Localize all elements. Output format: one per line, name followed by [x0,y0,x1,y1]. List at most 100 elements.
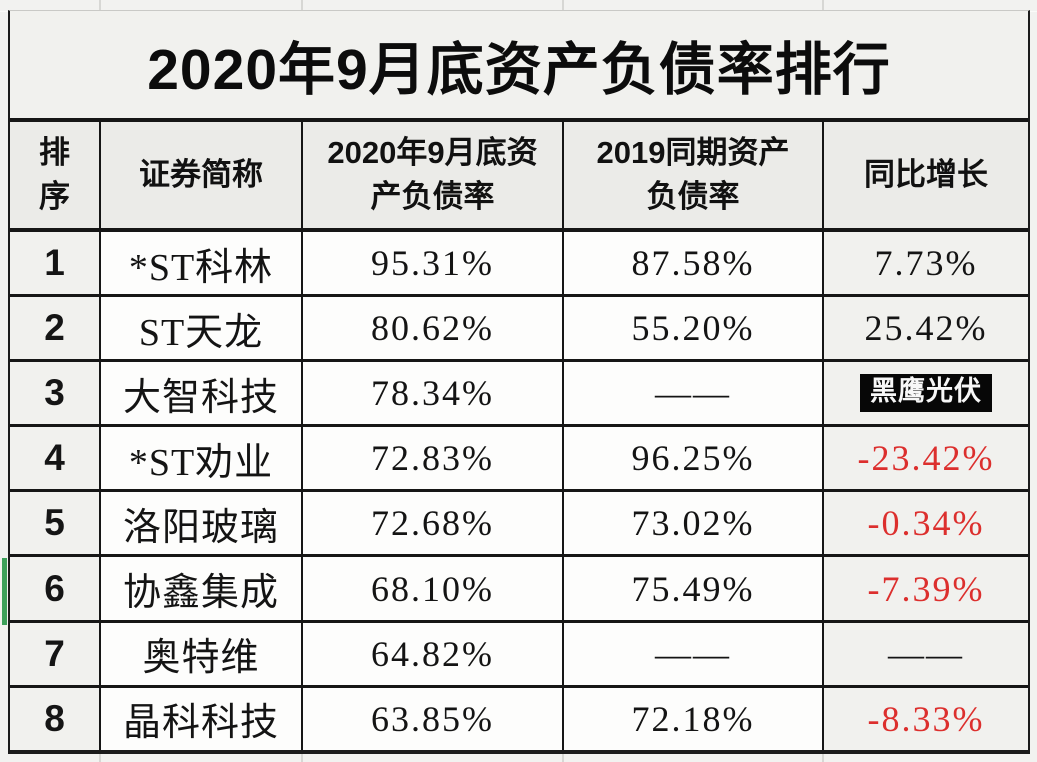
yoy-cell: -8.33% [822,687,1028,750]
name-cell: 晶科科技 [99,687,301,750]
yoy-cell: -0.34% [822,492,1028,555]
sheet-gridline [562,753,564,762]
ratio-2019-cell: 87.58% [562,232,822,295]
table-row: 8 晶科科技 63.85% 72.18% -8.33% [10,687,1028,750]
yoy-cell: -7.39% [822,557,1028,620]
ratio-2019-value: 72.18% [631,698,755,739]
table-header-row: 排序 证券简称 2020年9月底资产负债率 2019同期资产负债率 同比增长 [10,122,1028,232]
name-cell: ST天龙 [99,297,301,360]
ratio-2019-value: —— [655,373,731,414]
yoy-value: -7.39% [867,568,985,609]
security-name: 洛阳玻璃 [122,506,279,549]
rank-cell: 1 [10,232,99,295]
sheet-gridline [301,753,303,762]
rank-cell: 6 [10,557,99,620]
yoy-cell: 7.73% [822,232,1028,295]
sheet-gridline [301,0,303,11]
table-row: 2 ST天龙 80.62% 55.20% 25.42% [10,297,1028,363]
sheet-gridline [99,0,101,11]
ratio-2019-value: 55.20% [631,308,755,349]
ratio-2020-value: 72.68% [371,503,494,544]
sheet-gridline [822,753,824,762]
ratio-2020-cell: 80.62% [301,297,562,360]
ratio-2019-cell: —— [562,622,822,685]
ratio-2019-cell: 73.02% [562,492,822,555]
rank-value: 3 [44,372,65,414]
rank-value: 1 [44,242,65,284]
yoy-value: -8.33% [867,698,985,739]
ratio-2019-value: 75.49% [631,568,755,609]
yoy-value: -0.34% [867,503,985,544]
table-row: 1 *ST科林 95.31% 87.58% 7.73% [10,232,1028,298]
ratio-2020-value: 95.31% [371,243,494,284]
rank-cell: 5 [10,492,99,555]
ratio-2019-value: 87.58% [631,243,755,284]
header-ratio-2020: 2020年9月底资产负债率 [301,122,562,228]
yoy-cell: 黑鹰光伏 [822,362,1028,425]
yoy-cell: -23.42% [822,427,1028,490]
ratio-2019-value: 73.02% [631,503,755,544]
header-yoy: 同比增长 [822,122,1028,228]
header-name: 证券简称 [99,122,301,228]
name-cell: 奥特维 [99,622,301,685]
ratio-2020-cell: 72.68% [301,492,562,555]
ranking-table: 2020年9月底资产负债率排行 排序 证券简称 2020年9月底资产负债率 20… [8,10,1030,754]
ratio-2020-value: 68.10% [371,568,494,609]
ratio-2020-cell: 95.31% [301,232,562,295]
sheet-gridline [562,0,564,11]
yoy-value: -23.42% [857,438,995,479]
ratio-2019-value: 96.25% [631,438,755,479]
security-name: 晶科科技 [122,702,279,745]
yoy-value: 25.42% [864,308,988,349]
table-row: 3 大智科技 78.34% —— 黑鹰光伏 [10,362,1028,428]
table-row: 6 协鑫集成 68.10% 75.49% -7.39% [10,557,1028,623]
name-cell: *ST劝业 [99,427,301,490]
yoy-cell: —— [822,622,1028,685]
rank-cell: 7 [10,622,99,685]
security-name: 协鑫集成 [122,572,279,615]
security-name: 大智科技 [122,376,279,419]
ratio-2019-cell: 75.49% [562,557,822,620]
name-cell: 协鑫集成 [99,557,301,620]
ratio-2020-value: 78.34% [371,373,494,414]
name-cell: 洛阳玻璃 [99,492,301,555]
security-name: 奥特维 [142,637,260,680]
table-row: 4 *ST劝业 72.83% 96.25% -23.42% [10,427,1028,493]
yoy-value: 7.73% [874,243,978,284]
security-name: *ST科林 [128,246,274,289]
ratio-2020-cell: 64.82% [301,622,562,685]
yoy-value: —— [888,633,964,674]
rank-cell: 8 [10,687,99,750]
rank-cell: 2 [10,297,99,360]
table-title: 2020年9月底资产负债率排行 [10,11,1028,122]
rank-value: 4 [44,437,65,479]
table-row: 5 洛阳玻璃 72.68% 73.02% -0.34% [10,492,1028,558]
ratio-2020-cell: 78.34% [301,362,562,425]
ratio-2019-value: —— [655,633,731,674]
header-rank: 排序 [10,122,99,228]
rank-cell: 3 [10,362,99,425]
table-body: 1 *ST科林 95.31% 87.58% 7.73% 2 ST天龙 80.62% 55.20%… [10,232,1028,750]
ratio-2020-value: 63.85% [371,698,494,739]
ratio-2020-value: 72.83% [371,438,494,479]
rank-value: 6 [44,567,65,609]
yoy-cell: 25.42% [822,297,1028,360]
name-cell: *ST科林 [99,232,301,295]
rank-value: 5 [44,502,65,544]
ratio-2020-cell: 68.10% [301,557,562,620]
security-name: *ST劝业 [128,441,274,484]
rank-value: 7 [44,632,65,674]
ratio-2019-cell: —— [562,362,822,425]
ratio-2020-cell: 63.85% [301,687,562,750]
rank-value: 2 [44,307,65,349]
header-ratio-2019: 2019同期资产负债率 [562,122,822,228]
name-cell: 大智科技 [99,362,301,425]
watermark-badge: 黑鹰光伏 [860,374,992,413]
ratio-2020-cell: 72.83% [301,427,562,490]
rank-value: 8 [44,697,65,739]
ratio-2019-cell: 55.20% [562,297,822,360]
ratio-2019-cell: 72.18% [562,687,822,750]
sheet-gridline [99,753,101,762]
ratio-2020-value: 64.82% [371,633,494,674]
ratio-2019-cell: 96.25% [562,427,822,490]
